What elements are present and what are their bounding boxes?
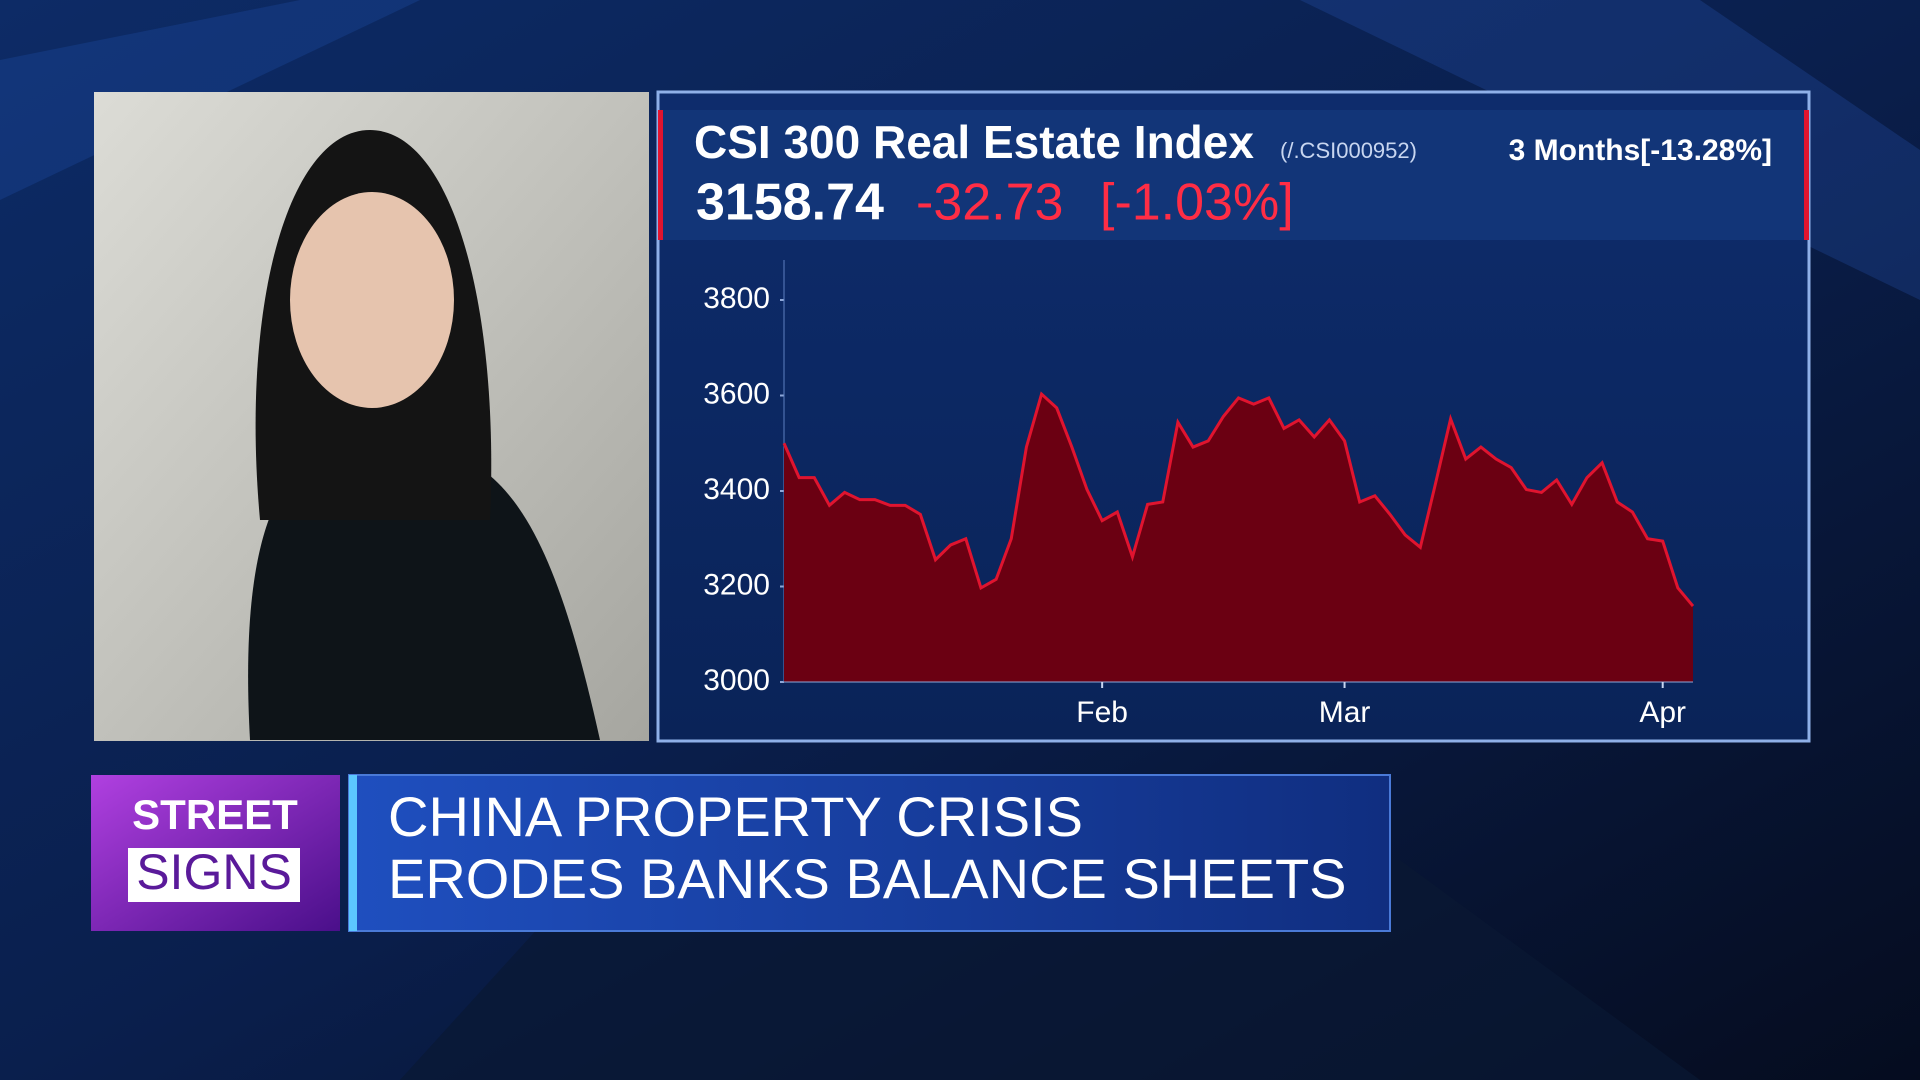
quote-ticker: (/.CSI000952) xyxy=(1280,138,1417,163)
y-tick-label: 3600 xyxy=(703,377,770,410)
headline-line: CHINA PROPERTY CRISIS xyxy=(388,785,1083,848)
area-line xyxy=(782,391,1695,608)
y-tick-label: 3400 xyxy=(703,473,770,506)
area-fill xyxy=(784,394,1693,682)
y-tick-label: 3200 xyxy=(703,568,770,601)
quote-period: 3 Months[-13.28%] xyxy=(1509,134,1772,167)
x-tick-label: Mar xyxy=(1319,696,1371,729)
x-tick-label: Feb xyxy=(1076,696,1128,729)
headline-box xyxy=(348,774,1391,932)
quote-header xyxy=(660,110,1807,240)
y-tick-label: 3000 xyxy=(703,664,770,697)
show-name-top: STREET xyxy=(132,791,298,838)
accent xyxy=(349,775,357,931)
quote-title: CSI 300 Real Estate Index xyxy=(694,116,1254,168)
logo-box xyxy=(128,848,300,902)
quote-price: 3158.74 xyxy=(696,174,884,232)
accent xyxy=(1804,110,1809,240)
headline-line: ERODES BANKS BALANCE SHEETS xyxy=(388,847,1347,910)
y-tick-label: 3800 xyxy=(703,282,770,315)
person-face xyxy=(290,192,454,408)
person-body xyxy=(248,450,601,740)
x-tick-label: Apr xyxy=(1639,696,1686,729)
quote-change-pct: [-1.03%] xyxy=(1100,174,1294,232)
quote-change: -32.73 xyxy=(916,174,1063,232)
accent xyxy=(658,110,663,240)
show-name-bottom: SIGNS xyxy=(136,844,292,900)
